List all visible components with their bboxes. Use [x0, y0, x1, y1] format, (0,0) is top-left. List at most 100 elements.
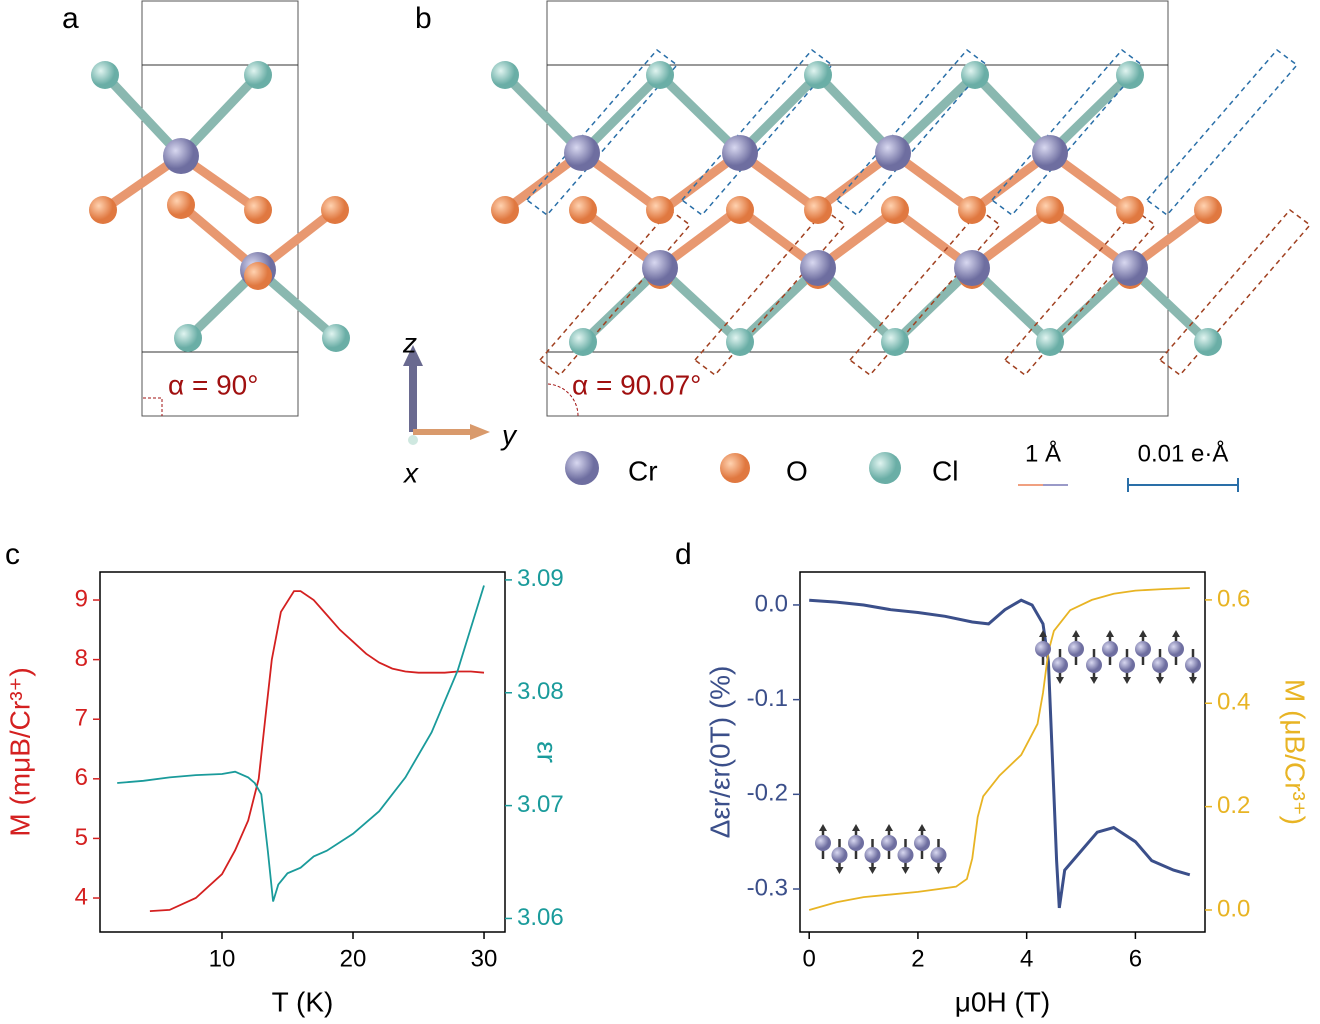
y-tick-label: 0.6	[1217, 585, 1250, 612]
bond	[101, 71, 185, 160]
arrowhead	[403, 345, 423, 366]
data-line	[809, 598, 1191, 909]
atom	[804, 61, 832, 89]
axis-name: y	[500, 419, 518, 450]
panel-label: a	[62, 2, 79, 35]
angle-label: α = 90.07°	[572, 369, 701, 400]
y2-axis-label: M (μB/Cr³⁺)	[1280, 679, 1311, 825]
atom	[804, 196, 832, 224]
axis-x-marker	[408, 435, 418, 445]
y-tick-label: 6	[75, 764, 88, 791]
spin-atom	[864, 847, 881, 863]
crystal-structures	[89, 0, 1312, 492]
angle-label: α = 90°	[168, 369, 258, 400]
atom	[1036, 196, 1064, 224]
spin-head	[934, 867, 943, 874]
atom	[174, 324, 202, 352]
data-line	[117, 585, 485, 902]
y-tick-label: 0.0	[755, 590, 788, 617]
y-tick-label: 3.08	[517, 678, 564, 705]
y-tick-label: 3.09	[517, 565, 564, 592]
spin-atom	[897, 847, 914, 863]
x-tick-label: 4	[1020, 945, 1033, 972]
legend-atom	[720, 453, 750, 483]
spin-head	[819, 824, 827, 831]
x-tick-label: 10	[209, 945, 236, 972]
legend-label: Cl	[932, 455, 958, 486]
spin-atom	[1168, 641, 1184, 657]
spin-head	[1156, 677, 1164, 684]
atom	[244, 61, 272, 89]
y-tick-label: 5	[75, 824, 88, 851]
spin-head	[868, 867, 877, 874]
y-tick-label: -0.3	[747, 874, 788, 901]
spin-head	[1039, 630, 1047, 637]
angle-mark	[547, 383, 579, 417]
spin-head	[1123, 677, 1131, 684]
atom	[958, 196, 986, 224]
panel-label: c	[5, 538, 20, 571]
spin-head	[918, 824, 926, 831]
bond	[889, 71, 979, 157]
atom	[491, 61, 519, 89]
spin-head	[1072, 630, 1080, 637]
atom	[954, 250, 990, 286]
x-axis-label: T (K)	[272, 986, 334, 1017]
atom	[321, 196, 349, 224]
bond	[971, 71, 1054, 157]
atom	[167, 191, 195, 219]
atom	[569, 328, 597, 356]
x-tick-label: 6	[1129, 945, 1142, 972]
atom	[881, 196, 909, 224]
spin-head	[901, 867, 910, 874]
bond	[814, 71, 897, 157]
panel-label: d	[675, 538, 692, 571]
bond	[656, 264, 744, 346]
spin-atom	[881, 835, 897, 851]
spin-atom	[1152, 657, 1168, 673]
x-tick-label: 20	[340, 945, 367, 972]
bond	[578, 71, 664, 157]
atom	[722, 135, 758, 171]
spin-head	[885, 824, 893, 831]
atom	[1112, 250, 1148, 286]
spin-atom	[1102, 641, 1118, 657]
spin-atom	[815, 835, 831, 851]
spin-head	[835, 867, 844, 874]
plot-frame	[99, 571, 506, 933]
spin-atom	[1185, 657, 1201, 673]
bond	[1046, 71, 1134, 157]
panel-label: b	[415, 2, 432, 35]
spin-head	[1172, 630, 1180, 637]
y-tick-label: -0.1	[747, 685, 788, 712]
y-axis-label: M (mμB/Cr³⁺)	[4, 667, 35, 836]
bond	[177, 71, 262, 160]
x-tick-label: 30	[471, 945, 498, 972]
data-line	[808, 587, 1190, 911]
atom	[642, 250, 678, 286]
spin-atom	[1086, 657, 1102, 673]
legend-atom	[565, 451, 599, 485]
atom	[726, 196, 754, 224]
atom	[961, 61, 989, 89]
scale-label: 0.01 e·Å	[1138, 439, 1229, 467]
y-tick-label: 0.2	[1217, 792, 1250, 819]
bond	[501, 71, 586, 157]
y-tick-label: 4	[75, 883, 88, 910]
legend-label: Cr	[628, 455, 658, 486]
cell-a	[141, 0, 299, 417]
atom	[322, 324, 350, 352]
y-tick-label: 9	[75, 585, 88, 612]
atom	[89, 196, 117, 224]
atom	[646, 61, 674, 89]
spin-atom	[1135, 641, 1151, 657]
y-tick-label: 7	[75, 705, 88, 732]
atom	[1032, 135, 1068, 171]
data-line	[149, 590, 485, 912]
spin-atom	[1119, 657, 1135, 673]
spin-atom	[914, 835, 930, 851]
scale-label: 1 Å	[1025, 439, 1061, 467]
atom	[1116, 61, 1144, 89]
